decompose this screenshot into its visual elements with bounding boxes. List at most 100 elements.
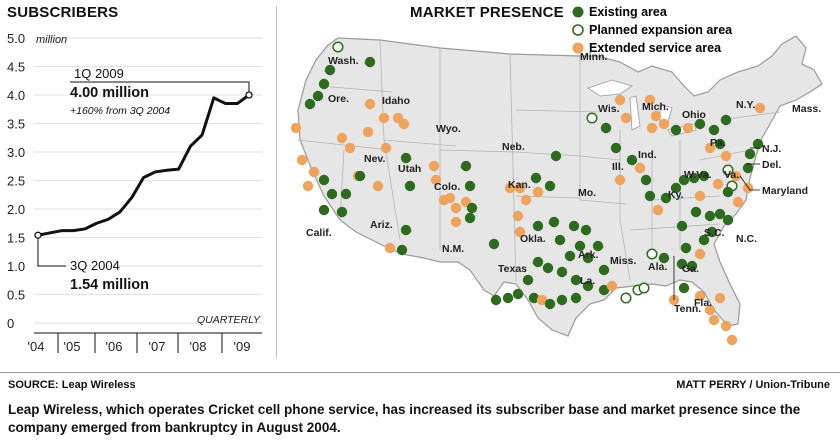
state-label-neb: Neb. — [502, 141, 525, 153]
end-note-label: +160% from 3Q 2004 — [70, 105, 170, 117]
x-tick-label: '09 — [234, 339, 251, 354]
state-label-calif: Calif. — [306, 227, 332, 239]
extended-service-marker — [362, 126, 374, 138]
existing-area-marker — [464, 180, 476, 192]
existing-area-marker — [690, 206, 702, 218]
existing-area-marker — [354, 170, 366, 182]
state-border — [383, 139, 457, 147]
start-value-label: 1.54 million — [70, 277, 149, 293]
state-border — [629, 223, 721, 231]
extended-service-marker — [450, 216, 462, 228]
y-tick-label: 4.0 — [7, 88, 25, 103]
state-label-wyo: Wyo. — [436, 123, 461, 135]
extended-service-marker — [712, 178, 724, 190]
state-border — [297, 139, 391, 151]
footer-divider — [0, 372, 840, 373]
source-text: SOURCE: Leap Wireless — [8, 379, 136, 391]
extended-service-marker — [532, 186, 544, 198]
extended-service-marker — [380, 142, 392, 154]
subscribers-title: SUBSCRIBERS — [7, 4, 119, 21]
existing-area-marker — [400, 152, 412, 164]
existing-area-marker — [582, 280, 594, 292]
existing-area-marker — [396, 244, 408, 256]
existing-area-marker — [312, 90, 324, 102]
extended-service-marker — [514, 226, 526, 238]
state-label-minn: Minn. — [580, 51, 607, 63]
state-border — [515, 151, 581, 157]
existing-area-marker — [644, 190, 656, 202]
existing-area-marker — [708, 124, 720, 136]
start-leader-line — [37, 238, 66, 267]
extended-service-marker — [742, 182, 754, 194]
x-tick-label: '07 — [149, 339, 166, 354]
extended-service-marker — [296, 154, 308, 166]
existing-area-marker — [610, 142, 622, 154]
extended-service-marker — [730, 170, 742, 182]
existing-area-marker — [658, 252, 670, 264]
state-label-ny: N.Y. — [736, 99, 755, 111]
state-label-mo: Mo. — [578, 187, 596, 199]
existing-area-marker — [530, 172, 542, 184]
state-label-mich: Mich. — [642, 101, 669, 113]
existing-area-marker — [522, 274, 534, 286]
state-label-idaho: Idaho — [382, 95, 410, 107]
existing-area-marker — [706, 226, 718, 238]
state-label-tenn: Tenn. — [674, 303, 701, 315]
existing-area-marker — [680, 242, 692, 254]
state-label-ala: Ala. — [648, 261, 667, 273]
existing-area-marker — [660, 192, 672, 204]
extended-service-marker — [444, 192, 456, 204]
existing-area-marker — [542, 262, 554, 274]
y-tick-label: 1.5 — [7, 231, 25, 246]
existing-area-marker — [678, 282, 690, 294]
state-label-ill: Ill. — [612, 161, 624, 173]
state-label-kan: Kan. — [508, 179, 531, 191]
state-label-nm: N.M. — [442, 243, 464, 255]
state-label-wva: W.Va. — [684, 169, 712, 181]
extended-service-marker — [450, 202, 462, 214]
x-note: QUARTERLY — [197, 314, 261, 326]
extended-service-marker — [650, 110, 662, 122]
existing-area-marker — [550, 150, 562, 162]
existing-area-marker — [598, 284, 610, 296]
state-label-va: Va. — [724, 169, 739, 181]
state-border — [579, 199, 627, 205]
state-label-ind: Ind. — [638, 149, 657, 161]
state-label-ark: Ark. — [578, 249, 599, 261]
extended-service-marker — [384, 242, 396, 254]
existing-area-marker — [364, 56, 376, 68]
start-period-label: 3Q 2004 — [70, 258, 120, 273]
existing-area-marker — [564, 250, 576, 262]
state-label-nc: N.C. — [736, 233, 757, 245]
x-tick-label: '06 — [106, 339, 123, 354]
subscriber-line — [37, 93, 250, 237]
existing-area-marker — [554, 234, 566, 246]
start-point — [34, 231, 42, 239]
credit-text: MATT PERRY / Union-Tribune — [676, 379, 830, 391]
legend-extended-label: Extended service area — [589, 41, 722, 55]
extended-service-marker — [720, 320, 732, 332]
end-leader-line — [70, 81, 250, 92]
extended-service-marker — [708, 314, 720, 326]
subscribers-chart: 0 0.5 1.0 1.5 2.0 2.5 3.0 3.5 4.0 4.5 5.0 million QU… — [7, 31, 262, 354]
existing-area-marker — [714, 138, 726, 150]
state-border — [579, 155, 621, 161]
y-unit-label: million — [36, 34, 67, 46]
existing-area-marker — [752, 138, 764, 150]
state-label-mass: Mass. — [792, 103, 821, 115]
extended-service-marker — [520, 194, 532, 206]
state-label-del: Del. — [762, 159, 781, 171]
extended-service-marker — [512, 210, 524, 222]
existing-area-marker — [532, 220, 544, 232]
state-label-ohio: Ohio — [682, 109, 706, 121]
existing-area-marker — [698, 234, 710, 246]
state-label-utah: Utah — [398, 163, 421, 175]
state-label-wis: Wis. — [598, 103, 620, 115]
existing-area-marker — [670, 182, 682, 194]
x-tick-label: '05 — [64, 339, 81, 354]
y-tick-label: 3.0 — [7, 145, 25, 160]
existing-area-marker — [688, 172, 700, 184]
legend-existing-label: Existing area — [589, 5, 668, 19]
existing-area-marker — [502, 292, 514, 304]
y-tick-label: 0.5 — [7, 288, 25, 303]
